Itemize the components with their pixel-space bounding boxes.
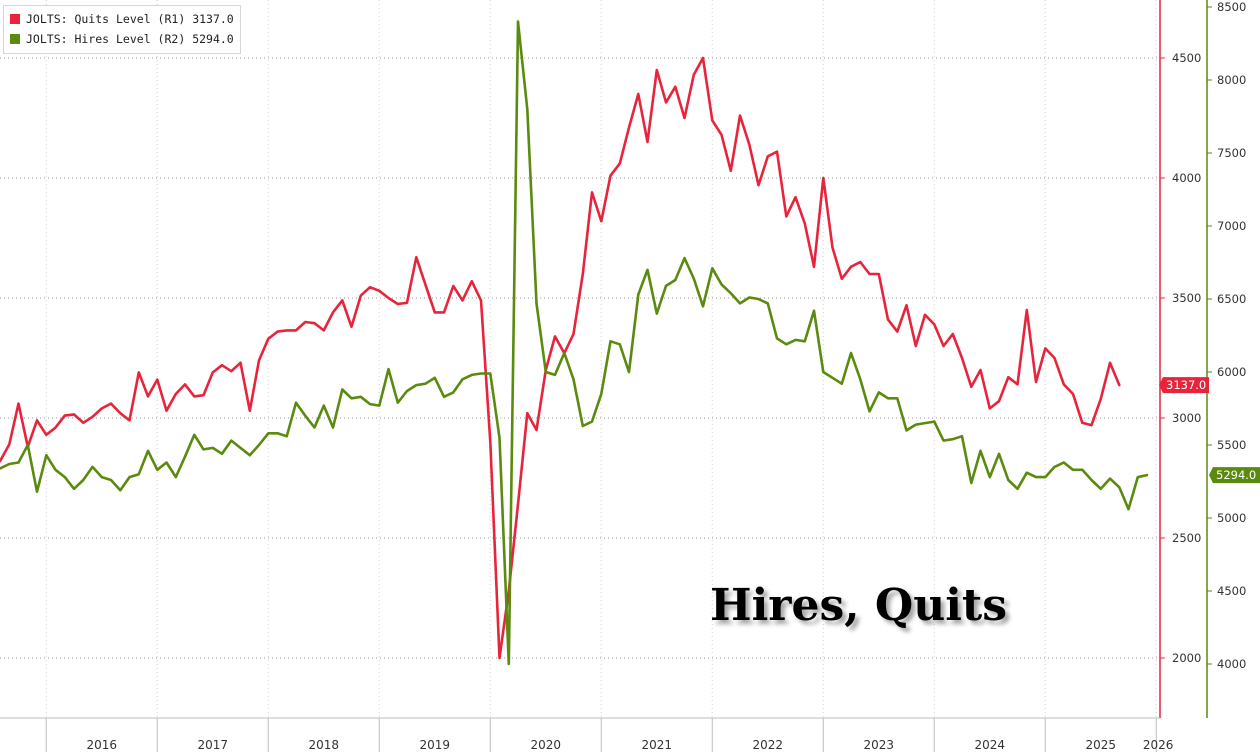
tick-label-hires-6500: 6500 bbox=[1217, 292, 1246, 306]
x-tick-label-2025: 2025 bbox=[1085, 738, 1116, 752]
series-lines bbox=[0, 20, 1149, 666]
x-axis: 2016 2017 2018 2019 2020 2021 2022 2023 2024 2025… bbox=[0, 717, 1174, 752]
legend-swatch-hires bbox=[10, 34, 20, 44]
tick-label-hires-7500: 7500 bbox=[1217, 146, 1246, 160]
right-axis-quits: 2000 2500 3000 3500 4000 4500 bbox=[1159, 0, 1201, 718]
tick-label-hires-5000: 5000 bbox=[1217, 511, 1246, 525]
x-tick-label-2022: 2022 bbox=[752, 738, 783, 752]
tick-label-quits-4000: 4000 bbox=[1172, 171, 1201, 185]
right-axis-hires: 4000 4500 5000 5500 6000 6500 7000 7500 8000 8500 bbox=[1206, 0, 1246, 718]
legend-item-hires: JOLTS: Hires Level (R2) 5294.0 bbox=[10, 29, 234, 49]
legend-value-hires: 5294.0 bbox=[192, 32, 234, 46]
tick-label-hires-4500: 4500 bbox=[1217, 584, 1246, 598]
x-tick-label-2024: 2024 bbox=[974, 738, 1005, 752]
chart-legend: JOLTS: Quits Level (R1) 3137.0 JOLTS: Hi… bbox=[3, 5, 241, 54]
legend-label-hires: JOLTS: Hires Level (R2) bbox=[26, 32, 186, 46]
legend-item-quits: JOLTS: Quits Level (R1) 3137.0 bbox=[10, 9, 234, 29]
series-line-hires bbox=[0, 20, 1149, 666]
last-value-label-quits: 3137.0 bbox=[1166, 378, 1206, 392]
x-tick-label-2016: 2016 bbox=[86, 738, 117, 752]
tick-label-hires-6000: 6000 bbox=[1217, 365, 1246, 379]
x-tick-label-2018: 2018 bbox=[308, 738, 339, 752]
horizontal-gridlines bbox=[0, 57, 1160, 659]
series-line-quits bbox=[0, 56, 1121, 660]
tick-label-quits-2000: 2000 bbox=[1172, 651, 1201, 665]
x-tick-label-2019: 2019 bbox=[419, 738, 450, 752]
last-value-tag-hires bbox=[1209, 467, 1260, 484]
tick-label-hires-4000: 4000 bbox=[1217, 657, 1246, 671]
last-value-label-hires: 5294.0 bbox=[1216, 468, 1256, 482]
legend-value-quits: 3137.0 bbox=[192, 12, 234, 26]
tick-label-quits-2500: 2500 bbox=[1172, 531, 1201, 545]
tick-label-quits-3000: 3000 bbox=[1172, 411, 1201, 425]
last-value-tag-quits bbox=[1159, 377, 1209, 394]
tick-label-quits-4500: 4500 bbox=[1172, 51, 1201, 65]
tick-label-hires-7000: 7000 bbox=[1217, 219, 1246, 233]
x-tick-label-2017: 2017 bbox=[197, 738, 228, 752]
last-value-tags: 3137.0 5294.0 bbox=[1159, 377, 1260, 484]
legend-label-quits: JOLTS: Quits Level (R1) bbox=[26, 12, 186, 26]
chart-title: Hires, Quits bbox=[710, 580, 1007, 631]
x-tick-label-2020: 2020 bbox=[530, 738, 561, 752]
legend-swatch-quits bbox=[10, 14, 20, 24]
x-tick-label-2023: 2023 bbox=[863, 738, 894, 752]
tick-label-hires-8500: 8500 bbox=[1217, 0, 1246, 14]
tick-label-quits-3500: 3500 bbox=[1172, 291, 1201, 305]
x-tick-label-2026: 2026 bbox=[1143, 738, 1174, 752]
tick-label-hires-8000: 8000 bbox=[1217, 73, 1246, 87]
tick-label-hires-5500: 5500 bbox=[1217, 438, 1246, 452]
x-tick-label-2021: 2021 bbox=[641, 738, 672, 752]
